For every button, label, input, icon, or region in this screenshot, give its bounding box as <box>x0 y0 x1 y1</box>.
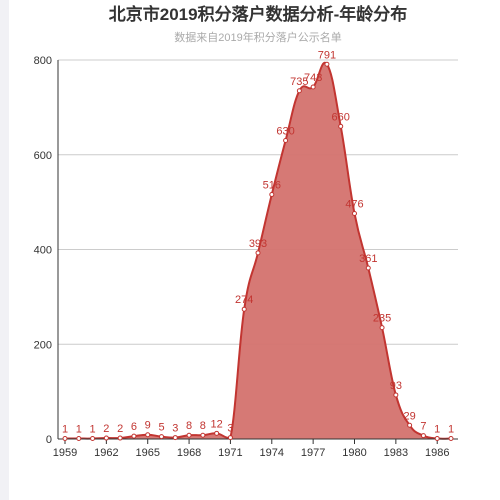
data-label: 5 <box>158 422 164 434</box>
data-label: 8 <box>186 420 192 432</box>
data-points[interactable] <box>62 61 454 442</box>
data-label: 2 <box>103 423 109 435</box>
data-label: 3 <box>172 423 178 435</box>
data-point[interactable] <box>448 436 454 442</box>
data-label: 1 <box>76 424 82 436</box>
x-tick-label: 1959 <box>53 447 77 459</box>
data-label: 29 <box>404 410 416 422</box>
data-point[interactable] <box>407 422 413 428</box>
x-tick-label: 1983 <box>384 447 408 459</box>
data-label: 274 <box>235 294 253 306</box>
x-tick-label: 1977 <box>301 447 325 459</box>
data-label: 735 <box>290 76 308 88</box>
y-tick-label: 0 <box>46 434 52 446</box>
data-label: 93 <box>390 380 402 392</box>
data-label: 2 <box>117 423 123 435</box>
data-point[interactable] <box>296 88 302 94</box>
data-label: 393 <box>249 238 267 250</box>
data-label: 361 <box>359 253 377 265</box>
data-point[interactable] <box>227 435 233 441</box>
data-label: 1 <box>448 424 454 436</box>
data-point[interactable] <box>214 430 220 436</box>
x-tick-label: 1965 <box>135 447 159 459</box>
chart-subtitle: 数据来自2019年积分落户公示名单 <box>174 30 341 44</box>
x-tick-label: 1974 <box>260 447 284 459</box>
data-point[interactable] <box>310 84 316 90</box>
data-label: 7 <box>420 421 426 433</box>
y-tick-label: 600 <box>34 150 52 162</box>
data-point[interactable] <box>200 432 206 438</box>
data-point[interactable] <box>434 436 440 442</box>
data-label: 3 <box>227 423 233 435</box>
data-point[interactable] <box>365 265 371 271</box>
data-label: 476 <box>345 198 363 210</box>
y-tick-label: 200 <box>34 339 52 351</box>
data-point[interactable] <box>90 436 96 442</box>
x-tick-label: 1968 <box>177 447 201 459</box>
chart-title: 北京市2019积分落户数据分析-年龄分布 <box>109 4 407 24</box>
data-label: 516 <box>263 180 281 192</box>
data-point[interactable] <box>103 435 109 441</box>
x-tick-label: 1986 <box>425 447 449 459</box>
data-point[interactable] <box>255 250 261 256</box>
x-tick-label: 1971 <box>218 447 242 459</box>
x-tick-label: 1962 <box>94 447 118 459</box>
data-label: 630 <box>276 126 294 138</box>
y-tick-label: 800 <box>34 55 52 67</box>
data-point[interactable] <box>379 325 385 331</box>
data-point[interactable] <box>145 432 151 438</box>
data-point[interactable] <box>269 192 275 198</box>
data-label: 9 <box>145 420 151 432</box>
data-point[interactable] <box>420 433 426 439</box>
data-point[interactable] <box>338 123 344 129</box>
data-point[interactable] <box>283 138 289 144</box>
x-tick-label: 1980 <box>342 447 366 459</box>
data-point[interactable] <box>186 432 192 438</box>
y-tick-label: 400 <box>34 245 52 257</box>
data-point[interactable] <box>324 61 330 67</box>
data-label: 743 <box>304 72 322 84</box>
data-label: 235 <box>373 313 391 325</box>
data-point[interactable] <box>159 434 164 440</box>
data-label: 8 <box>200 420 206 432</box>
data-point[interactable] <box>62 436 68 442</box>
data-label: 6 <box>131 421 137 433</box>
data-point[interactable] <box>76 436 82 442</box>
data-label: 1 <box>62 424 68 436</box>
data-label: 12 <box>211 418 223 430</box>
data-point[interactable] <box>352 210 357 216</box>
data-point[interactable] <box>241 306 247 312</box>
data-labels: 1 1 1 2 2 6 9 5 3 8 8 12 327439351663073574379166047… <box>62 49 454 435</box>
data-label: 791 <box>318 49 336 61</box>
data-point[interactable] <box>393 392 399 398</box>
data-label: 1 <box>434 424 440 436</box>
data-label: 1 <box>90 424 96 436</box>
data-label: 660 <box>332 111 350 123</box>
area-fill <box>65 62 451 440</box>
left-edge-strip <box>0 0 9 500</box>
data-point[interactable] <box>117 435 123 441</box>
data-point[interactable] <box>131 433 137 439</box>
data-point[interactable] <box>172 435 178 441</box>
